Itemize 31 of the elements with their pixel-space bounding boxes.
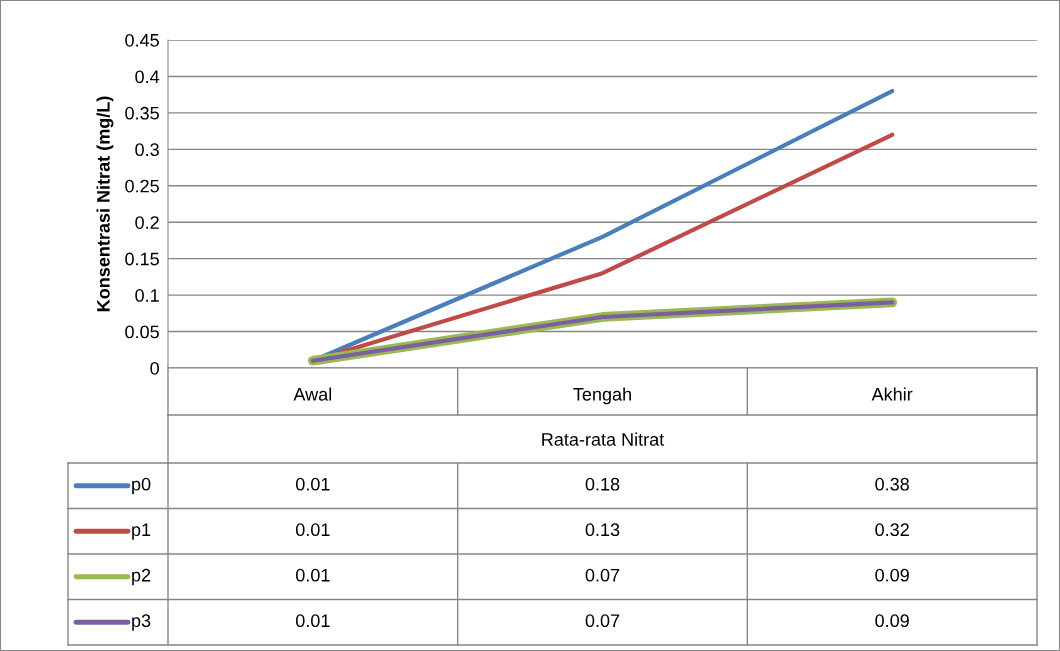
data-label: 0.01 — [295, 568, 330, 582]
legend-label: p2 — [132, 568, 151, 586]
data-label: 0.01 — [295, 523, 330, 537]
legend-label: p1 — [132, 523, 151, 540]
y-tick-label: 0 — [150, 361, 159, 375]
y-axis-title: Konsentrasi Nitrat (mg/L) — [96, 96, 114, 312]
data-label: 0.09 — [875, 614, 909, 628]
y-tick-label: 0.2 — [135, 216, 159, 229]
data-label: 0.38 — [875, 477, 909, 491]
y-tick-label: 0.4 — [135, 70, 160, 84]
legend-label: p3 — [132, 614, 151, 631]
data-label: 0.07 — [585, 568, 620, 582]
y-tick-label: 0.3 — [135, 143, 159, 157]
data-label: 0.32 — [875, 523, 909, 537]
y-tick-label: 0.1 — [135, 289, 159, 302]
data-label: 0.07 — [585, 614, 620, 628]
y-tick-label: 0.25 — [125, 179, 159, 193]
data-label: 0.01 — [295, 614, 330, 628]
x-tick-label: Akhir — [871, 387, 913, 401]
y-tick-label: 0.45 — [125, 33, 159, 47]
y-tick-label: 0.15 — [125, 252, 159, 266]
data-label: 0.09 — [875, 568, 909, 582]
x-tick-label: Tengah — [573, 387, 631, 405]
x-tick-label: Awal — [293, 387, 332, 401]
data-label: 0.13 — [585, 523, 620, 537]
legend-label: p0 — [132, 477, 151, 495]
data-label: 0.18 — [585, 477, 620, 491]
y-tick-label: 0.05 — [125, 325, 159, 339]
x-axis-title: Rata-rata Nitrat — [542, 432, 665, 446]
y-tick-label: 0.35 — [125, 106, 159, 120]
data-label: 0.01 — [295, 477, 330, 491]
